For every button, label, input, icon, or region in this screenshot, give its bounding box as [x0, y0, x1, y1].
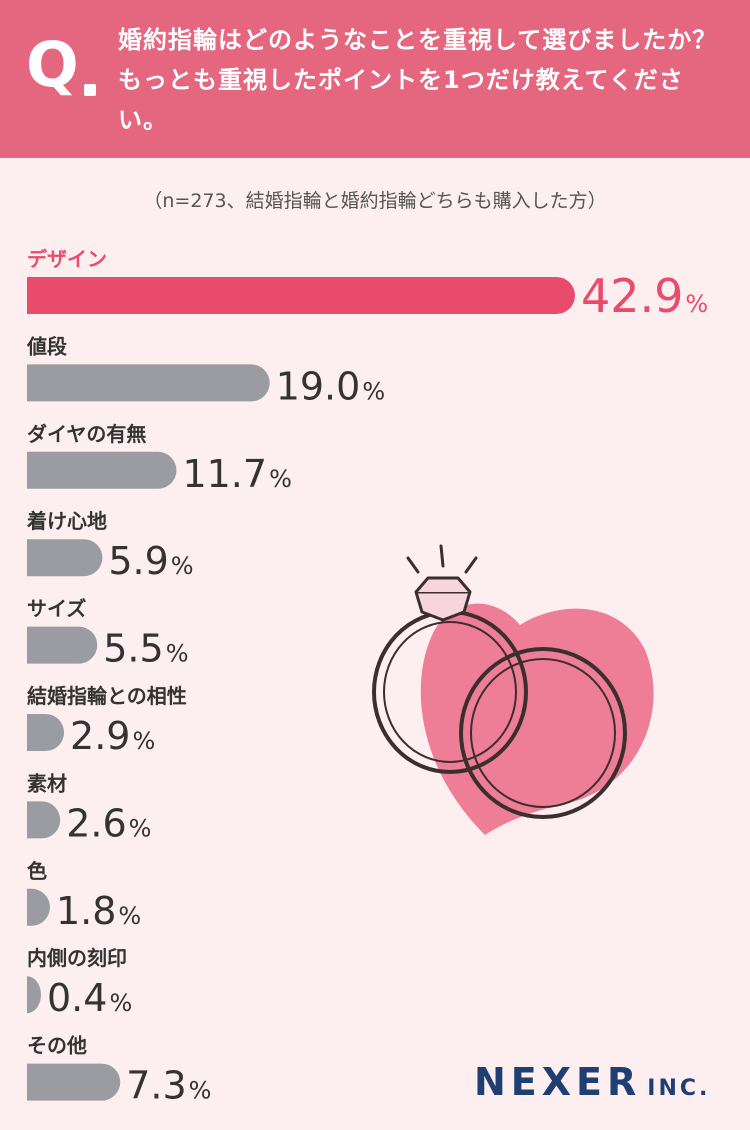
value-label: 2.6% — [66, 801, 151, 845]
logo-sub: INC. — [647, 1076, 711, 1101]
wedding-ring-inner-icon — [470, 658, 616, 808]
category-label: 色 — [27, 859, 47, 883]
heart-icon — [420, 603, 654, 835]
bar — [27, 626, 98, 664]
diamond-top-icon — [414, 576, 472, 593]
value-label: 19.0% — [276, 364, 385, 408]
value-label: 2.9% — [70, 714, 155, 758]
bar — [27, 801, 61, 839]
nexer-logo: NEXER INC. — [474, 1060, 710, 1104]
bar — [27, 277, 575, 314]
category-label: 結婚指輪との相性 — [27, 684, 187, 708]
bar — [27, 364, 270, 402]
sparkle-icon — [406, 544, 478, 574]
bar — [27, 714, 65, 751]
q-mark: Q — [26, 28, 79, 101]
diamond-icon — [414, 590, 472, 622]
bar — [27, 539, 103, 577]
q-dot — [84, 84, 96, 96]
bar — [27, 1063, 121, 1101]
value-label: 11.7% — [182, 452, 291, 496]
value-label: 5.5% — [103, 627, 188, 671]
value-label: 0.4% — [47, 976, 132, 1020]
category-label: ダイヤの有無 — [27, 422, 146, 446]
bar — [27, 451, 177, 489]
value-label: 7.3% — [126, 1064, 211, 1108]
illustration — [372, 544, 654, 835]
logo-main: NEXER — [474, 1060, 642, 1104]
category-label: その他 — [27, 1034, 87, 1058]
value-label: 1.8% — [56, 889, 141, 933]
question-header: Q 婚約指輪はどのようなことを重視して選びましたか？もっとも重視したポイントを1… — [0, 0, 750, 158]
question-text: 婚約指輪はどのようなことを重視して選びましたか？もっとも重視したポイントを1つだ… — [118, 26, 718, 134]
category-label: 素材 — [27, 771, 67, 795]
category-label: 着け心地 — [26, 509, 107, 533]
category-label: 値段 — [26, 334, 67, 358]
category-label: 内側の刻印 — [27, 946, 127, 970]
ring-inner-icon — [383, 621, 517, 763]
bar — [27, 888, 50, 926]
sample-note: （n=273、結婚指輪と婚約指輪どちらも購入した方） — [143, 190, 607, 212]
wedding-ring-icon — [459, 647, 627, 819]
value-label: 5.9% — [108, 539, 193, 583]
value-label: 42.9% — [581, 269, 708, 323]
bar — [27, 976, 41, 1014]
category-label: デザイン — [27, 247, 107, 271]
category-label: サイズ — [27, 597, 86, 621]
